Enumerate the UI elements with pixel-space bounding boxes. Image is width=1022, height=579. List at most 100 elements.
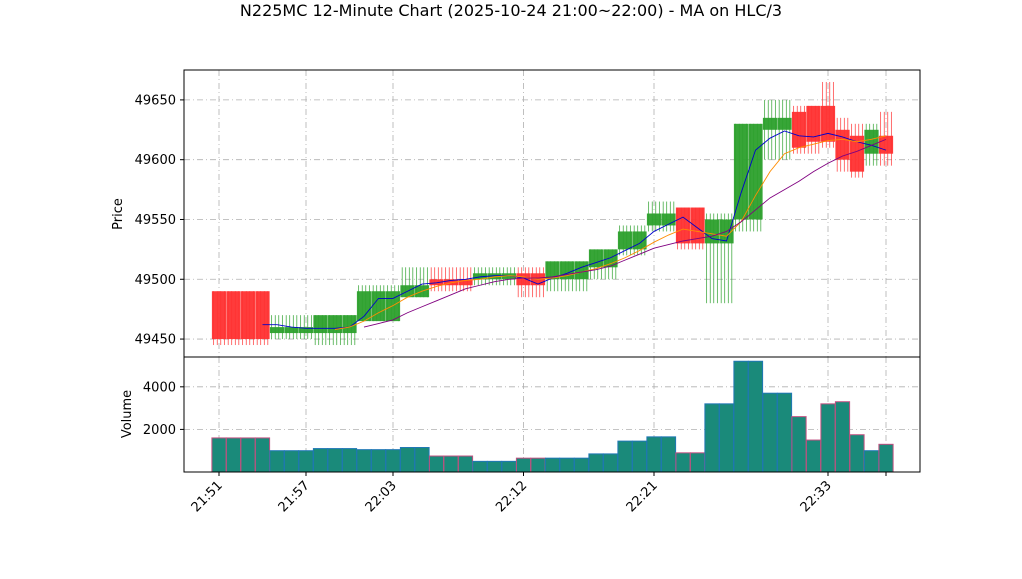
- candle-body: [226, 291, 241, 340]
- volume-bar: [791, 416, 807, 473]
- volume-bar: [269, 450, 285, 473]
- moving-average-line: [334, 135, 887, 330]
- candle: [762, 99, 778, 160]
- volume-bar: [225, 437, 242, 473]
- candle-body: [849, 135, 865, 172]
- volume-bar: [414, 447, 430, 473]
- candle: [719, 213, 734, 304]
- candle: [835, 117, 850, 172]
- candle: [646, 201, 662, 232]
- volume-bar: [834, 401, 851, 473]
- volume-bar: [515, 457, 532, 473]
- volume-bar: [689, 452, 706, 473]
- candle: [820, 81, 836, 148]
- volume-bar: [501, 460, 517, 473]
- volume-bar: [486, 460, 503, 473]
- volume-bar: [849, 434, 865, 473]
- candle: [313, 315, 328, 346]
- candle-body: [371, 291, 386, 322]
- chart-title: N225MC 12-Minute Chart (2025-10-24 21:00…: [240, 1, 782, 20]
- candle-body: [298, 327, 314, 334]
- volume-bar: [863, 450, 880, 473]
- candle-body: [588, 249, 604, 268]
- volume-bar: [820, 403, 836, 473]
- volume-bar: [660, 436, 677, 473]
- price-y-tick-label: 49500: [135, 273, 176, 288]
- candle-body: [791, 111, 807, 148]
- x-tick-label: 21:51: [189, 478, 226, 515]
- moving-average-line: [262, 130, 887, 329]
- candle: [400, 267, 415, 298]
- candle: [617, 225, 633, 256]
- volume-bar: [399, 447, 416, 473]
- x-tick-label: 22:33: [798, 478, 835, 515]
- candle-body: [878, 135, 894, 154]
- volume-bar: [428, 455, 445, 473]
- volume-bar: [530, 457, 546, 473]
- volume-bar: [878, 443, 894, 473]
- volume-bar: [675, 452, 691, 473]
- volume-bar: [341, 448, 358, 473]
- moving-average-lines: [262, 130, 887, 330]
- volume-bar: [240, 437, 256, 473]
- candle: [240, 291, 256, 346]
- volume-bar: [385, 449, 401, 473]
- volume-bar: [356, 449, 372, 473]
- candle: [269, 315, 285, 340]
- candle-body: [211, 291, 227, 340]
- candle-body: [820, 105, 836, 142]
- candle: [704, 213, 720, 304]
- price-y-tick-label: 49650: [135, 93, 176, 108]
- volume-y-tick-label: 4000: [143, 380, 176, 395]
- candle: [443, 267, 459, 292]
- volume-bar: [298, 450, 314, 473]
- candle: [777, 99, 792, 160]
- candle-body: [429, 279, 444, 286]
- candle: [806, 105, 821, 154]
- volume-bar: [327, 448, 343, 473]
- candle: [516, 267, 531, 298]
- candle-body: [313, 315, 328, 334]
- price-y-tick-label: 49450: [135, 333, 176, 348]
- candle-body: [661, 213, 676, 226]
- candle: [545, 261, 560, 292]
- candle-body: [704, 219, 720, 244]
- x-tick-label: 22:21: [624, 478, 661, 515]
- candle-body: [327, 315, 343, 334]
- volume-bar: [805, 439, 822, 473]
- volume-y-ticks: 2000 4000: [143, 380, 184, 438]
- volume-bar: [559, 457, 575, 473]
- candle-body: [632, 231, 647, 250]
- volume-y-axis-label: Volume: [120, 390, 135, 438]
- volume-bar: [704, 403, 720, 473]
- candle-body: [516, 273, 531, 286]
- candle: [675, 207, 691, 250]
- volume-bar: [588, 453, 604, 473]
- candle-body: [675, 207, 691, 244]
- price-y-tick-label: 49600: [135, 153, 176, 168]
- x-tick-label: 22:03: [363, 478, 400, 515]
- volume-bars: [211, 360, 894, 473]
- candle: [327, 315, 343, 346]
- candle: [748, 123, 763, 232]
- volume-bar: [762, 392, 778, 473]
- price-y-ticks: 49450 49500 49550 49600 49650: [135, 93, 184, 348]
- volume-bar: [457, 455, 474, 473]
- candle: [690, 207, 705, 250]
- candle-body: [864, 129, 879, 154]
- volume-bar: [617, 440, 633, 473]
- volume-bar: [283, 450, 300, 473]
- volume-panel-frame: [183, 356, 921, 473]
- price-y-tick-label: 49550: [135, 213, 176, 228]
- price-y-axis-label: Price: [111, 198, 126, 230]
- candle-body: [603, 249, 618, 268]
- x-tick-label: 21:57: [276, 478, 313, 515]
- candle: [211, 291, 227, 346]
- volume-bar: [254, 437, 271, 473]
- candle-body: [835, 129, 850, 160]
- candle-body: [458, 279, 473, 286]
- x-ticks: 21:51 21:57 22:03 22:12 22:21 22:33: [189, 472, 887, 515]
- candle-body: [284, 327, 299, 334]
- candle: [371, 285, 386, 322]
- volume-bar: [646, 436, 662, 473]
